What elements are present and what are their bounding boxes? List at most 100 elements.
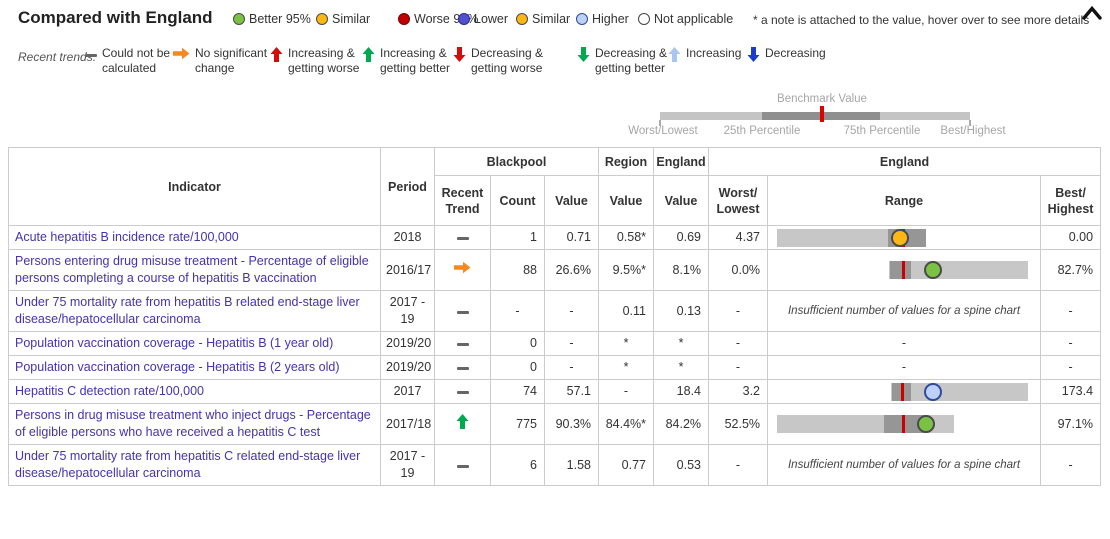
significance-legend-item: Higher bbox=[576, 12, 629, 26]
col-header-recent-trend: Recent Trend bbox=[434, 175, 491, 226]
worst-cell: - bbox=[708, 290, 769, 332]
col-header-value-region: Value bbox=[598, 175, 655, 226]
trend-dash-icon bbox=[85, 47, 97, 62]
trend-dash-icon bbox=[456, 384, 469, 398]
region-value-cell: * bbox=[598, 331, 655, 356]
col-header-range: Range bbox=[767, 175, 1042, 226]
value-cell: 26.6% bbox=[543, 249, 600, 291]
trend-legend-label: Decreasing & getting worse bbox=[471, 46, 544, 75]
spine-chart bbox=[768, 404, 1040, 444]
benchmark-label-25th: 25th Percentile bbox=[723, 125, 801, 137]
worst-cell: - bbox=[708, 331, 769, 356]
england-value-cell: 8.1% bbox=[653, 249, 710, 291]
indicator-link[interactable]: Persons entering drug misuse treatment -… bbox=[15, 254, 369, 285]
recent-trends-label: Recent trends: bbox=[18, 50, 97, 64]
col-header-period: Period bbox=[380, 147, 435, 226]
significance-legend-label: Similar bbox=[332, 12, 371, 26]
value-cell: - bbox=[543, 290, 600, 332]
significance-legend-item: Better 95% bbox=[233, 12, 311, 26]
region-value-cell: - bbox=[598, 379, 655, 404]
benchmark-label-best: Best/Highest bbox=[940, 125, 1006, 137]
period-cell: 2018 bbox=[380, 225, 435, 250]
trend-legend-label: Increasing & getting worse bbox=[288, 46, 360, 75]
spine-benchmark-line bbox=[901, 382, 905, 401]
worst-cell: 52.5% bbox=[708, 403, 769, 445]
significance-legend-label: Better 95% bbox=[249, 12, 311, 26]
range-cell: - bbox=[767, 355, 1042, 380]
significance-legend-item: Similar bbox=[316, 12, 370, 26]
table-row: Under 75 mortality rate from hepatitis C… bbox=[8, 444, 1102, 486]
spine-marker-icon bbox=[924, 261, 943, 279]
worst-cell: 0.0% bbox=[708, 249, 769, 291]
indicator-link[interactable]: Population vaccination coverage - Hepati… bbox=[15, 336, 334, 350]
benchmark-end-tick bbox=[969, 120, 971, 126]
trend-up-icon bbox=[270, 47, 283, 66]
trend-dash-icon bbox=[456, 304, 469, 318]
spine-bar bbox=[891, 382, 1029, 401]
significance-legend-label: Not applicable bbox=[654, 12, 734, 26]
spine-chart bbox=[768, 226, 1040, 249]
indicator-link[interactable]: Under 75 mortality rate from hepatitis C… bbox=[15, 449, 361, 480]
england-value-cell: * bbox=[653, 331, 710, 356]
group-header-blackpool: Blackpool bbox=[433, 147, 600, 176]
region-value-cell: * bbox=[598, 355, 655, 380]
trend-legend-item: Decreasing bbox=[747, 46, 826, 66]
england-value-cell: 84.2% bbox=[653, 403, 710, 445]
trend-down-icon bbox=[453, 47, 466, 66]
best-cell: 173.4 bbox=[1040, 379, 1102, 404]
indicator-link[interactable]: Population vaccination coverage - Hepati… bbox=[15, 360, 340, 374]
best-cell: 97.1% bbox=[1040, 403, 1102, 445]
indicator-link[interactable]: Persons in drug misuse treatment who inj… bbox=[15, 408, 371, 439]
best-cell: - bbox=[1040, 444, 1102, 486]
benchmark-end-tick bbox=[659, 120, 661, 126]
value-cell: 0.71 bbox=[543, 225, 600, 250]
benchmark-label-worst: Worst/Lowest bbox=[628, 125, 698, 137]
period-cell: 2019/20 bbox=[380, 355, 435, 380]
trend-legend-label: Increasing & getting better bbox=[380, 46, 451, 75]
table-row: Acute hepatitis B incidence rate/100,000… bbox=[8, 225, 1102, 250]
value-cell: - bbox=[543, 331, 600, 356]
collapse-chevron-icon[interactable] bbox=[1081, 4, 1103, 27]
significance-circle-icon bbox=[516, 13, 528, 25]
spine-benchmark-line bbox=[902, 415, 906, 433]
value-cell: 90.3% bbox=[543, 403, 600, 445]
trend-legend-label: Decreasing bbox=[765, 46, 826, 60]
trend-dash-icon bbox=[456, 458, 469, 472]
trend-legend-item: Decreasing & getting better bbox=[577, 46, 687, 75]
trend-legend-item: Could not be calculated bbox=[85, 46, 194, 75]
region-value-cell: 84.4%* bbox=[598, 403, 655, 445]
period-cell: 2017/18 bbox=[380, 403, 435, 445]
indicator-link[interactable]: Under 75 mortality rate from hepatitis B… bbox=[15, 295, 360, 326]
significance-circle-icon bbox=[638, 13, 650, 25]
trend-legend-label: Decreasing & getting better bbox=[595, 46, 668, 75]
page-title: Compared with England bbox=[18, 8, 213, 27]
worst-cell: - bbox=[708, 355, 769, 380]
best-cell: - bbox=[1040, 290, 1102, 332]
col-header-best-highest: Best/ Highest bbox=[1040, 175, 1102, 226]
table-row: Population vaccination coverage - Hepati… bbox=[8, 331, 1102, 356]
count-cell: 74 bbox=[490, 379, 545, 404]
trend-legend-label: Increasing bbox=[686, 46, 742, 60]
trend-legend-label: Could not be calculated bbox=[102, 46, 171, 75]
table-row: Hepatitis C detection rate/100,000 2017 74… bbox=[8, 379, 1102, 404]
value-cell: 57.1 bbox=[543, 379, 600, 404]
trend-dash-icon bbox=[456, 336, 469, 350]
table-row: Under 75 mortality rate from hepatitis B… bbox=[8, 290, 1102, 332]
note-legend-text: * a note is attached to the value, hover… bbox=[753, 13, 1090, 27]
indicator-link[interactable]: Hepatitis C detection rate/100,000 bbox=[15, 384, 205, 398]
region-value-cell: 0.11 bbox=[598, 290, 655, 332]
england-value-cell: 0.53 bbox=[653, 444, 710, 486]
benchmark-value-tick-icon bbox=[820, 106, 824, 122]
trend-legend-item: Increasing & getting worse bbox=[270, 46, 380, 75]
col-header-value-england: Value bbox=[653, 175, 710, 226]
significance-legend-item: Similar bbox=[516, 12, 570, 26]
england-value-cell: 18.4 bbox=[653, 379, 710, 404]
trend-legend-item: No significant change bbox=[173, 46, 287, 75]
trend-down-icon bbox=[577, 47, 590, 66]
trend-up-icon bbox=[362, 47, 375, 66]
trend-dash-icon bbox=[456, 360, 469, 374]
worst-cell: - bbox=[708, 444, 769, 486]
region-value-cell: 0.77 bbox=[598, 444, 655, 486]
significance-circle-icon bbox=[458, 13, 470, 25]
indicator-link[interactable]: Acute hepatitis B incidence rate/100,000 bbox=[15, 230, 239, 244]
